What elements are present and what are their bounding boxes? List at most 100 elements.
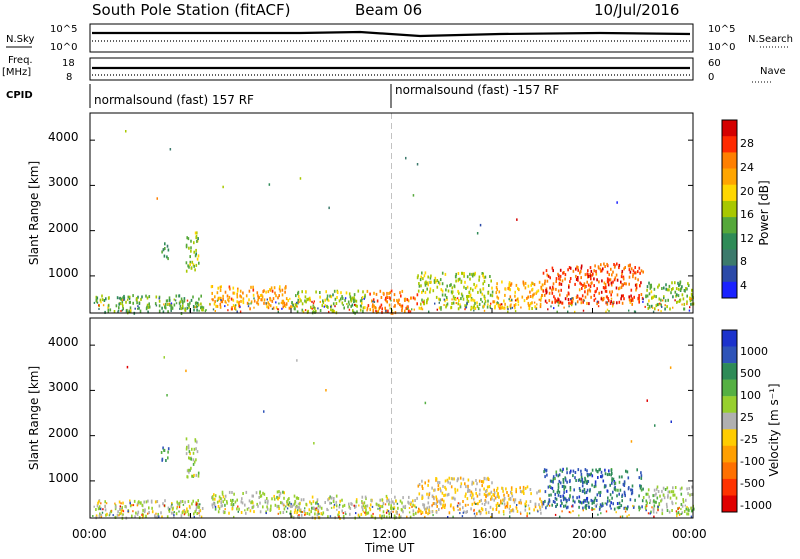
heat-cell xyxy=(564,273,567,277)
heat-cell xyxy=(470,507,472,511)
heat-cell xyxy=(401,289,404,293)
heat-cell xyxy=(459,512,461,515)
heat-cell xyxy=(137,510,140,514)
heat-cell xyxy=(593,269,595,273)
heat-cell xyxy=(167,310,169,314)
heat-cell xyxy=(472,305,475,309)
heat-cell xyxy=(465,510,467,514)
heat-cell xyxy=(552,287,555,291)
heat-cell xyxy=(517,287,519,291)
heat-cell xyxy=(104,310,106,314)
heat-cell xyxy=(536,303,538,306)
heat-cell xyxy=(557,272,559,276)
heat-cell xyxy=(483,295,486,299)
heat-cell xyxy=(165,299,168,303)
heat-cell xyxy=(269,304,272,308)
heat-cell xyxy=(650,290,653,294)
heat-cell xyxy=(636,468,638,472)
heat-cell xyxy=(167,506,170,510)
heat-cell xyxy=(619,515,622,518)
heat-cell xyxy=(657,490,660,493)
heat-cell xyxy=(608,469,610,473)
heat-cell xyxy=(211,298,213,301)
heat-cell xyxy=(666,305,668,309)
heat-cell xyxy=(407,310,410,313)
heat-cell xyxy=(98,304,100,307)
heat-cell xyxy=(333,503,336,506)
heat-cell xyxy=(677,281,679,285)
heat-cell xyxy=(371,515,374,519)
heat-cell xyxy=(312,302,315,305)
heat-cell xyxy=(646,294,649,298)
heat-cell xyxy=(270,286,273,290)
heat-cell xyxy=(445,305,447,309)
heat-cell xyxy=(172,511,175,515)
heat-cell xyxy=(329,501,331,505)
heat-cell xyxy=(398,298,400,302)
heat-cell xyxy=(490,302,492,305)
heat-cell xyxy=(675,496,678,500)
heat-cell xyxy=(224,290,227,294)
heat-cell xyxy=(326,507,328,511)
heat-cell xyxy=(655,492,657,496)
heat-cell xyxy=(607,281,610,284)
heat-cell xyxy=(609,278,612,282)
heat-cell xyxy=(260,298,262,302)
heat-cell xyxy=(548,493,550,497)
heat-cell xyxy=(568,301,570,305)
heat-cell xyxy=(385,494,388,498)
heat-cell xyxy=(220,296,222,300)
heat-cell xyxy=(213,493,215,497)
heat-cell xyxy=(495,286,498,289)
heat-cell xyxy=(132,510,134,513)
heat-cell xyxy=(356,304,358,308)
heat-cell xyxy=(686,294,688,298)
heat-cell xyxy=(251,500,253,504)
heat-cell xyxy=(190,249,192,253)
heat-cell xyxy=(660,303,662,307)
heat-cell xyxy=(559,300,562,304)
heat-cell xyxy=(145,514,147,518)
heat-cell xyxy=(474,515,477,518)
heat-cell xyxy=(424,401,427,405)
heat-cell xyxy=(469,493,472,497)
heat-cell xyxy=(443,506,446,509)
velocity-heatmap xyxy=(89,318,695,520)
heat-cell xyxy=(305,502,307,506)
heat-cell xyxy=(418,282,420,285)
heat-cell xyxy=(431,510,434,514)
heat-cell xyxy=(451,286,454,290)
heat-cell xyxy=(316,500,318,504)
colorbar-swatch xyxy=(722,330,737,347)
heat-cell xyxy=(502,306,504,310)
heat-cell xyxy=(262,290,264,294)
heat-cell xyxy=(469,277,471,281)
heat-cell xyxy=(356,310,358,314)
heat-cell xyxy=(95,508,97,511)
heat-cell xyxy=(607,297,609,300)
heat-cell xyxy=(469,272,471,276)
heat-cell xyxy=(677,511,680,515)
power-ytick: 4000 xyxy=(48,130,79,144)
heat-cell xyxy=(230,503,233,506)
heat-cell xyxy=(122,304,124,308)
heat-cell xyxy=(625,469,627,473)
heat-cell xyxy=(123,299,125,301)
heat-cell xyxy=(408,501,410,505)
heat-cell xyxy=(158,297,160,300)
heat-cell xyxy=(195,508,197,512)
heat-cell xyxy=(286,500,288,504)
heat-cell xyxy=(591,507,593,511)
heat-cell xyxy=(481,292,484,296)
heat-cell xyxy=(173,511,175,513)
heat-cell xyxy=(133,499,136,503)
heat-cell xyxy=(500,501,502,505)
heat-cell xyxy=(99,512,101,516)
heat-cell xyxy=(420,306,423,309)
heat-cell xyxy=(406,305,408,309)
heat-cell xyxy=(604,265,606,268)
heat-cell xyxy=(681,504,684,508)
heat-cell xyxy=(486,477,488,481)
heat-cell xyxy=(514,498,517,502)
heat-cell xyxy=(606,301,608,304)
